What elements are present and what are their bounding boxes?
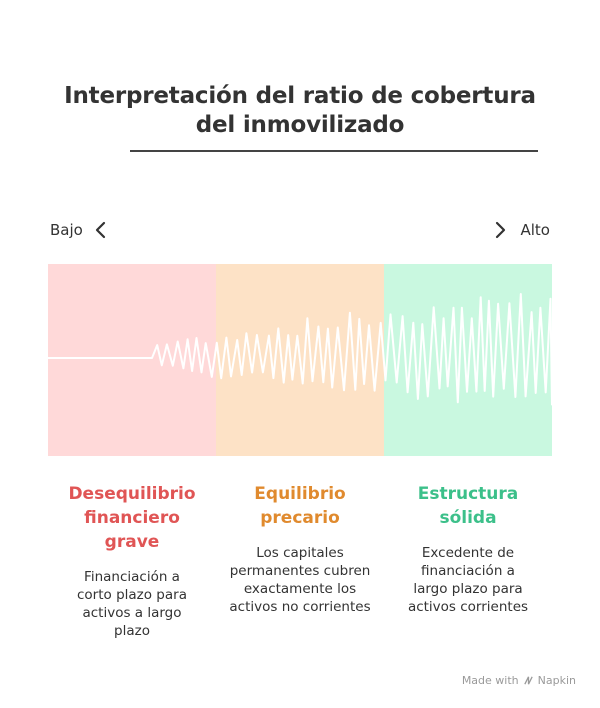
title-line-1: Interpretación del ratio de cobertura	[64, 83, 536, 109]
made-with-text: Made with	[461, 674, 519, 687]
chevron-left-icon	[95, 221, 106, 239]
signal-wave	[48, 293, 552, 406]
segment-solida: Estructura sólida Excedente de financiac…	[384, 482, 552, 616]
chevron-right-icon	[495, 221, 506, 239]
segment-precario: Equilibrio precario Los capitales perman…	[216, 482, 384, 616]
brand-text: Napkin	[537, 674, 576, 687]
diagram-title: Interpretación del ratio de cobertura de…	[30, 82, 570, 140]
title-line-2: del inmovilizado	[195, 112, 405, 138]
band-grave	[48, 264, 216, 456]
napkin-logo-icon	[523, 676, 533, 685]
segment-precario-title: Equilibrio precario	[254, 484, 346, 528]
segment-precario-description: Los capitales permanentes cubren exactam…	[229, 545, 371, 615]
segment-solida-title: Estructura sólida	[417, 484, 519, 528]
segment-solida-description: Excedente de financiación a largo plazo …	[407, 545, 529, 615]
segment-grave-title: Desequilibrio financiero grave	[68, 484, 196, 552]
title-underline	[130, 150, 538, 152]
napkin-watermark: Made with Napkin	[462, 674, 576, 687]
scale-low-label: Bajo	[50, 221, 83, 239]
scale-high-label: Alto	[520, 221, 551, 239]
segment-grave: Desequilibrio financiero grave Financiac…	[48, 482, 216, 640]
segment-grave-description: Financiación a corto plazo para activos …	[77, 569, 187, 639]
